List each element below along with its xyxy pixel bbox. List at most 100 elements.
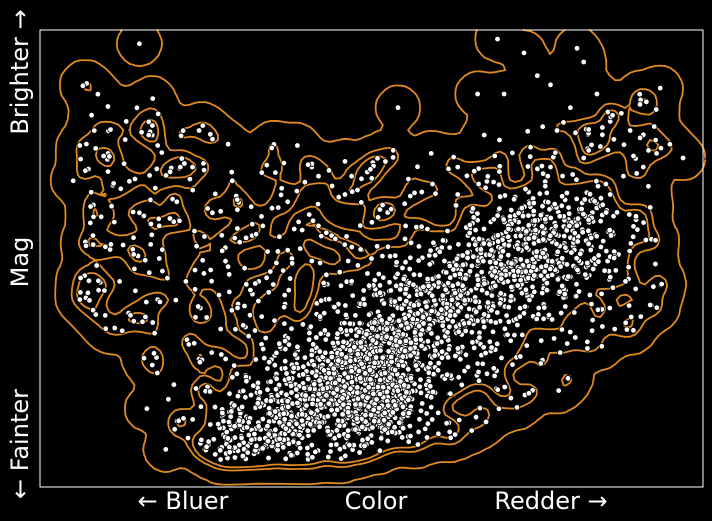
scatter-point: [574, 215, 582, 222]
scatter-point: [523, 244, 530, 251]
scatter-point: [306, 329, 313, 337]
scatter-point: [652, 136, 659, 144]
scatter-point: [159, 267, 166, 275]
scatter-point: [366, 367, 374, 374]
scatter-point: [491, 268, 498, 275]
scatter-point: [266, 358, 273, 366]
scatter-point: [598, 343, 605, 350]
scatter-point: [360, 287, 367, 294]
scatter-point: [332, 379, 339, 387]
scatter-point: [273, 259, 280, 267]
scatter-point: [643, 98, 650, 105]
scatter-point: [478, 268, 485, 276]
scatter-point: [399, 353, 406, 360]
scatter-point: [77, 155, 84, 163]
scatter-point: [432, 252, 439, 259]
scatter-point: [379, 384, 387, 391]
scatter-point: [270, 281, 277, 288]
scatter-point: [505, 251, 512, 259]
scatter-point: [609, 284, 617, 291]
scatter-point: [264, 423, 271, 430]
scatter-point: [93, 262, 100, 269]
scatter-point: [286, 420, 293, 428]
scatter-point: [77, 274, 84, 282]
scatter-point: [347, 327, 355, 334]
scatter-point: [85, 277, 93, 284]
scatter-point: [537, 272, 545, 279]
scatter-point: [523, 342, 530, 349]
scatter-point: [494, 309, 501, 316]
scatter-point: [378, 435, 385, 442]
scatter-point: [463, 313, 471, 320]
scatter-point: [563, 189, 571, 197]
scatter-point: [497, 193, 504, 200]
scatter-point: [491, 372, 498, 380]
scatter-point: [444, 329, 451, 336]
scatter-point: [354, 389, 361, 396]
scatter-point: [584, 345, 591, 352]
scatter-point: [230, 362, 238, 369]
scatter-point: [212, 190, 219, 198]
scatter-point: [369, 324, 376, 332]
scatter-point: [475, 235, 483, 243]
scatter-point: [391, 424, 398, 431]
scatter-point: [138, 129, 145, 136]
scatter-point: [489, 328, 497, 335]
scatter-point: [542, 182, 549, 190]
scatter-point: [442, 286, 449, 293]
scatter-point: [232, 326, 239, 333]
scatter-point: [414, 310, 421, 317]
scatter-point: [534, 72, 541, 79]
scatter-point: [515, 225, 522, 233]
scatter-point: [447, 434, 454, 441]
scatter-point: [534, 165, 541, 173]
scatter-point: [630, 327, 637, 334]
scatter-point: [494, 340, 501, 348]
scatter-point: [454, 345, 462, 352]
scatter-point: [147, 196, 154, 204]
scatter-point: [111, 218, 118, 226]
scatter-point: [335, 357, 342, 364]
scatter-point: [120, 160, 128, 167]
scatter-point: [315, 222, 322, 230]
scatter-point: [477, 246, 485, 253]
scatter-point: [471, 344, 478, 352]
scatter-point: [476, 304, 483, 311]
scatter-point: [428, 150, 435, 157]
scatter-point: [86, 297, 93, 304]
scatter-point: [517, 353, 524, 360]
scatter-point: [200, 166, 208, 174]
scatter-point: [193, 242, 200, 250]
scatter-point: [565, 204, 572, 211]
scatter-point: [419, 314, 427, 321]
scatter-point: [322, 349, 329, 356]
scatter-point: [320, 367, 328, 374]
scatter-point: [418, 223, 425, 230]
scatter-point: [346, 320, 354, 327]
scatter-point: [628, 313, 635, 321]
scatter-point: [198, 436, 205, 444]
scatter-point: [554, 248, 561, 255]
scatter-points: [69, 35, 687, 463]
scatter-point: [539, 123, 546, 130]
scatter-point: [535, 304, 542, 312]
scatter-point: [468, 262, 476, 270]
scatter-point: [471, 167, 478, 175]
scatter-point: [383, 388, 391, 396]
scatter-point: [462, 327, 469, 335]
scatter-point: [191, 286, 199, 293]
scatter-point: [492, 319, 499, 326]
scatter-point: [384, 437, 391, 445]
scatter-point: [368, 255, 375, 262]
scatter-point: [253, 442, 260, 450]
scatter-point: [224, 263, 232, 270]
scatter-point: [185, 341, 192, 348]
scatter-point: [500, 216, 507, 223]
scatter-point: [556, 288, 563, 295]
scatter-point: [231, 423, 238, 430]
scatter-point: [380, 300, 388, 307]
scatter-point: [490, 365, 497, 372]
scatter-point: [154, 142, 161, 149]
scatter-point: [316, 313, 324, 320]
scatter-point: [599, 131, 606, 138]
